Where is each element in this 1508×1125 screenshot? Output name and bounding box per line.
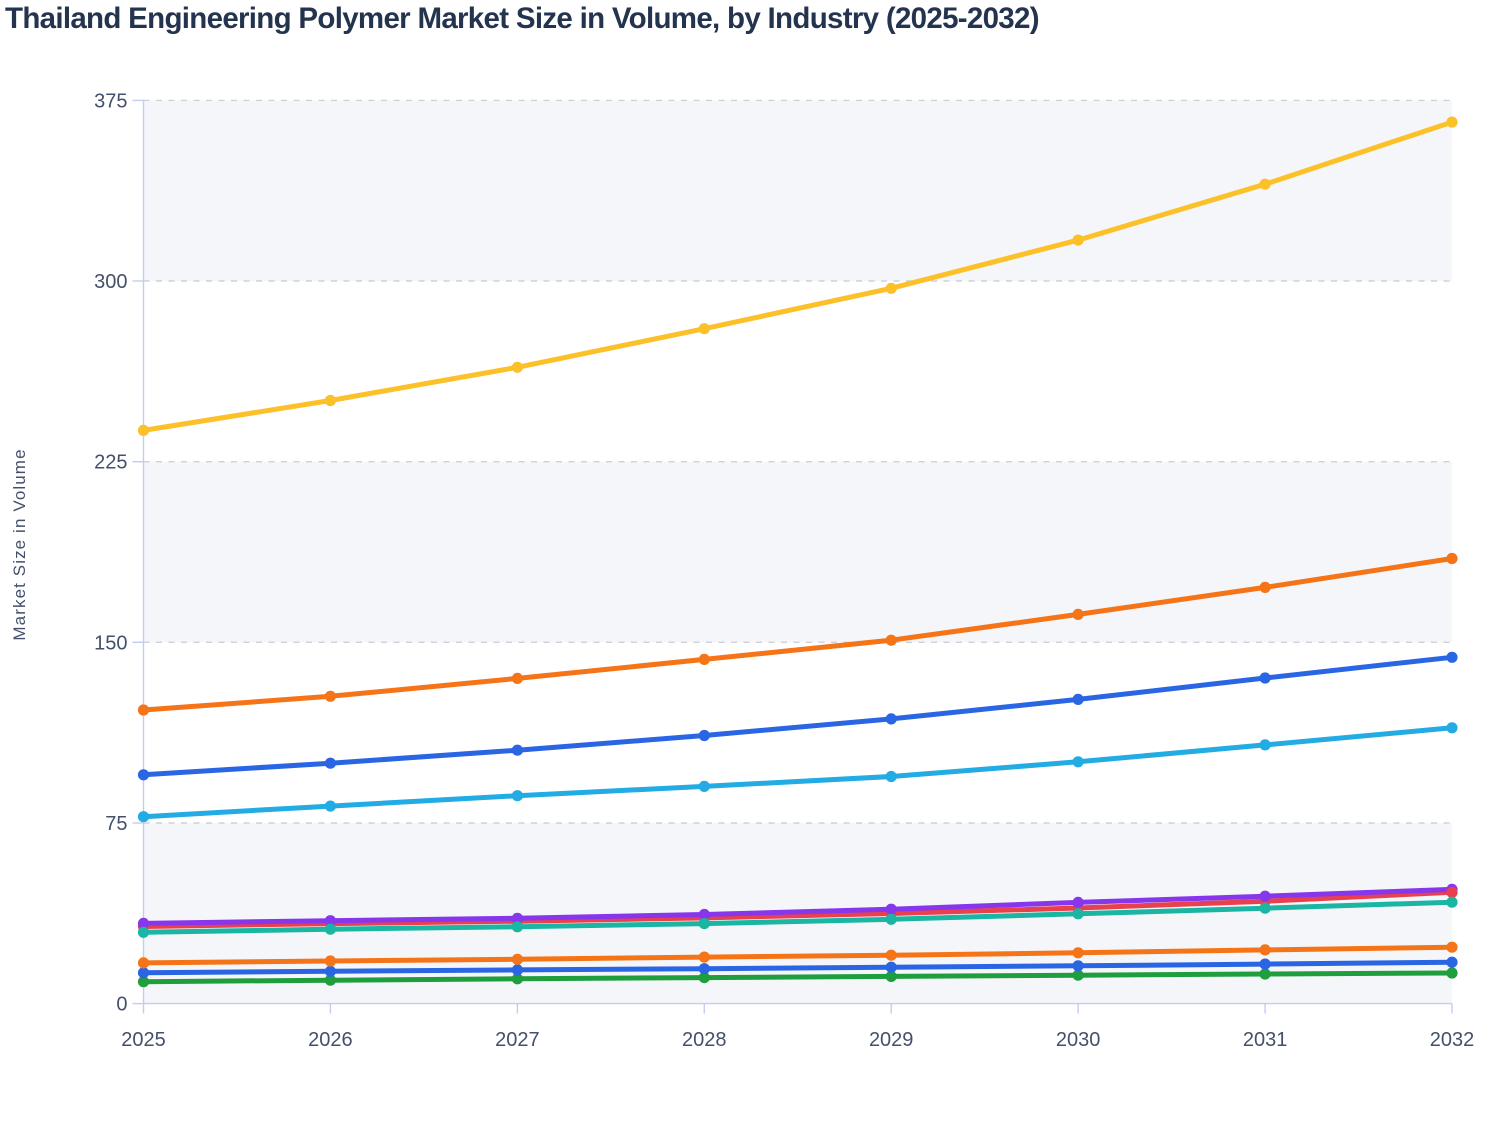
svg-text:2029: 2029 bbox=[869, 1029, 914, 1051]
svg-text:2031: 2031 bbox=[1243, 1029, 1288, 1051]
svg-text:2027: 2027 bbox=[495, 1029, 540, 1051]
svg-text:2025: 2025 bbox=[121, 1029, 166, 1051]
svg-text:0: 0 bbox=[116, 994, 127, 1016]
svg-text:225: 225 bbox=[94, 452, 127, 474]
svg-text:150: 150 bbox=[94, 632, 127, 654]
svg-text:2032: 2032 bbox=[1430, 1029, 1475, 1051]
svg-text:75: 75 bbox=[105, 813, 127, 835]
svg-text:Market Size in Volume: Market Size in Volume bbox=[10, 448, 29, 640]
svg-text:300: 300 bbox=[94, 271, 127, 293]
svg-text:2026: 2026 bbox=[308, 1029, 353, 1051]
svg-text:2030: 2030 bbox=[1056, 1029, 1101, 1051]
svg-text:2028: 2028 bbox=[682, 1029, 727, 1051]
svg-text:375: 375 bbox=[94, 90, 127, 112]
